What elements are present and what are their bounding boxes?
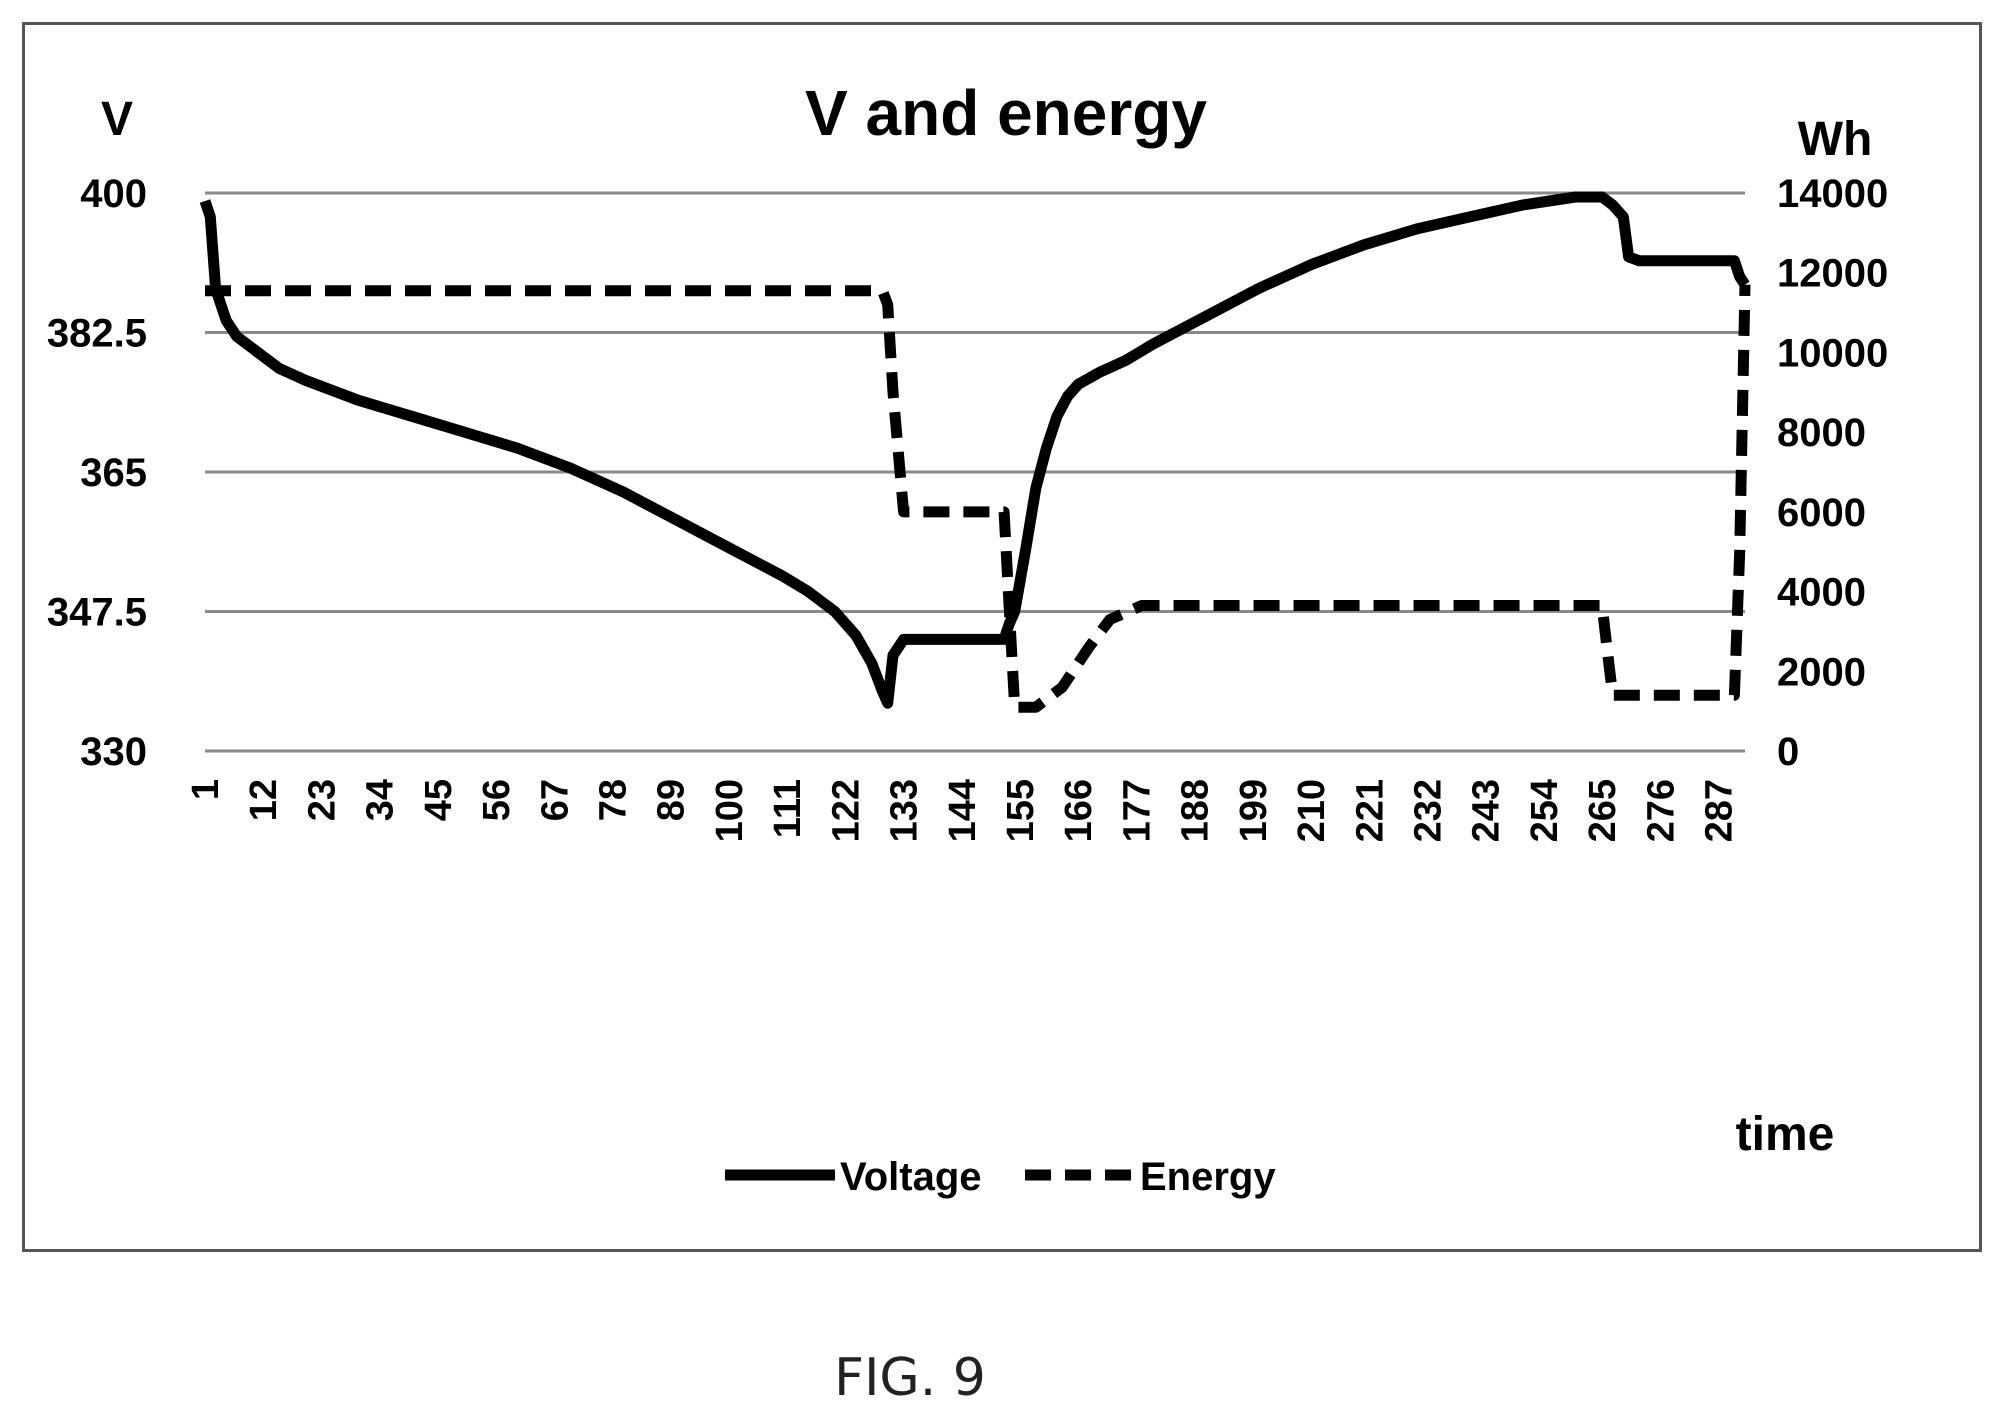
x-tick-label: 111 <box>767 779 809 838</box>
x-tick-label: 133 <box>884 779 926 842</box>
y-right-tick-label: 4000 <box>1777 571 1866 615</box>
x-tick-label: 210 <box>1291 779 1333 842</box>
x-tick-label: 243 <box>1466 779 1508 842</box>
x-tick-label: 199 <box>1233 779 1275 842</box>
legend-energy-label: Energy <box>1140 1155 1276 1199</box>
x-tick-label: 144 <box>942 779 984 842</box>
x-tick-label: 287 <box>1699 779 1741 842</box>
x-tick-label: 78 <box>592 779 634 821</box>
y-axis-right-label: Wh <box>1798 113 1873 166</box>
x-axis-ticks: 1 12 23 34 45 56 67 78 89 100 111 122 133 144 155 166 17… <box>185 779 1741 842</box>
x-tick-label: 221 <box>1349 779 1391 842</box>
x-tick-label: 1 <box>185 779 227 800</box>
y-axis-left-label: V <box>101 93 133 146</box>
x-tick-label: 45 <box>418 779 460 821</box>
x-tick-label: 67 <box>534 779 576 821</box>
x-tick-label: 155 <box>1000 779 1042 842</box>
x-tick-label: 100 <box>709 779 751 842</box>
chart-title: V and energy <box>805 77 1207 149</box>
x-tick-label: 166 <box>1058 779 1100 842</box>
series-voltage-line <box>199 191 1750 709</box>
x-tick-label: 188 <box>1175 779 1217 842</box>
y-right-tick-label: 2000 <box>1777 650 1866 694</box>
y-left-tick-label: 330 <box>80 730 147 774</box>
y-right-tick-label: 10000 <box>1777 331 1888 375</box>
figure-caption: FIG. 9 <box>834 1348 986 1408</box>
x-tick-label: 276 <box>1640 779 1682 842</box>
y-axis-left-ticks: 330 347.5 365 382.5 400 <box>47 172 147 774</box>
legend-voltage-label: Voltage <box>840 1155 982 1199</box>
x-tick-label: 232 <box>1407 779 1449 842</box>
x-tick-label: 56 <box>476 779 518 821</box>
y-right-tick-label: 12000 <box>1777 252 1888 296</box>
y-right-tick-label: 6000 <box>1777 491 1866 535</box>
y-left-tick-label: 382.5 <box>47 312 147 356</box>
y-right-tick-label: 14000 <box>1777 172 1888 216</box>
x-tick-label: 23 <box>301 779 343 821</box>
legend: Voltage Energy <box>725 1155 1276 1199</box>
x-tick-label: 177 <box>1116 779 1158 842</box>
x-tick-label: 34 <box>360 779 402 821</box>
y-right-tick-label: 0 <box>1777 730 1799 774</box>
y-axis-right-ticks: 0 2000 4000 6000 8000 10000 12000 14000 <box>1777 172 1888 774</box>
grid-lines <box>205 191 1745 753</box>
x-tick-label: 265 <box>1582 779 1624 842</box>
y-right-tick-label: 8000 <box>1777 411 1866 455</box>
x-tick-label: 89 <box>651 779 693 821</box>
y-left-tick-label: 347.5 <box>47 591 147 635</box>
series-layer <box>199 191 1751 713</box>
x-tick-label: 122 <box>825 779 867 842</box>
y-left-tick-label: 365 <box>80 451 147 495</box>
x-tick-label: 12 <box>243 779 285 821</box>
x-axis-label: time <box>1736 1108 1835 1161</box>
x-tick-label: 254 <box>1524 779 1566 842</box>
series-energy-line <box>205 284 1751 713</box>
y-left-tick-label: 400 <box>80 172 147 216</box>
